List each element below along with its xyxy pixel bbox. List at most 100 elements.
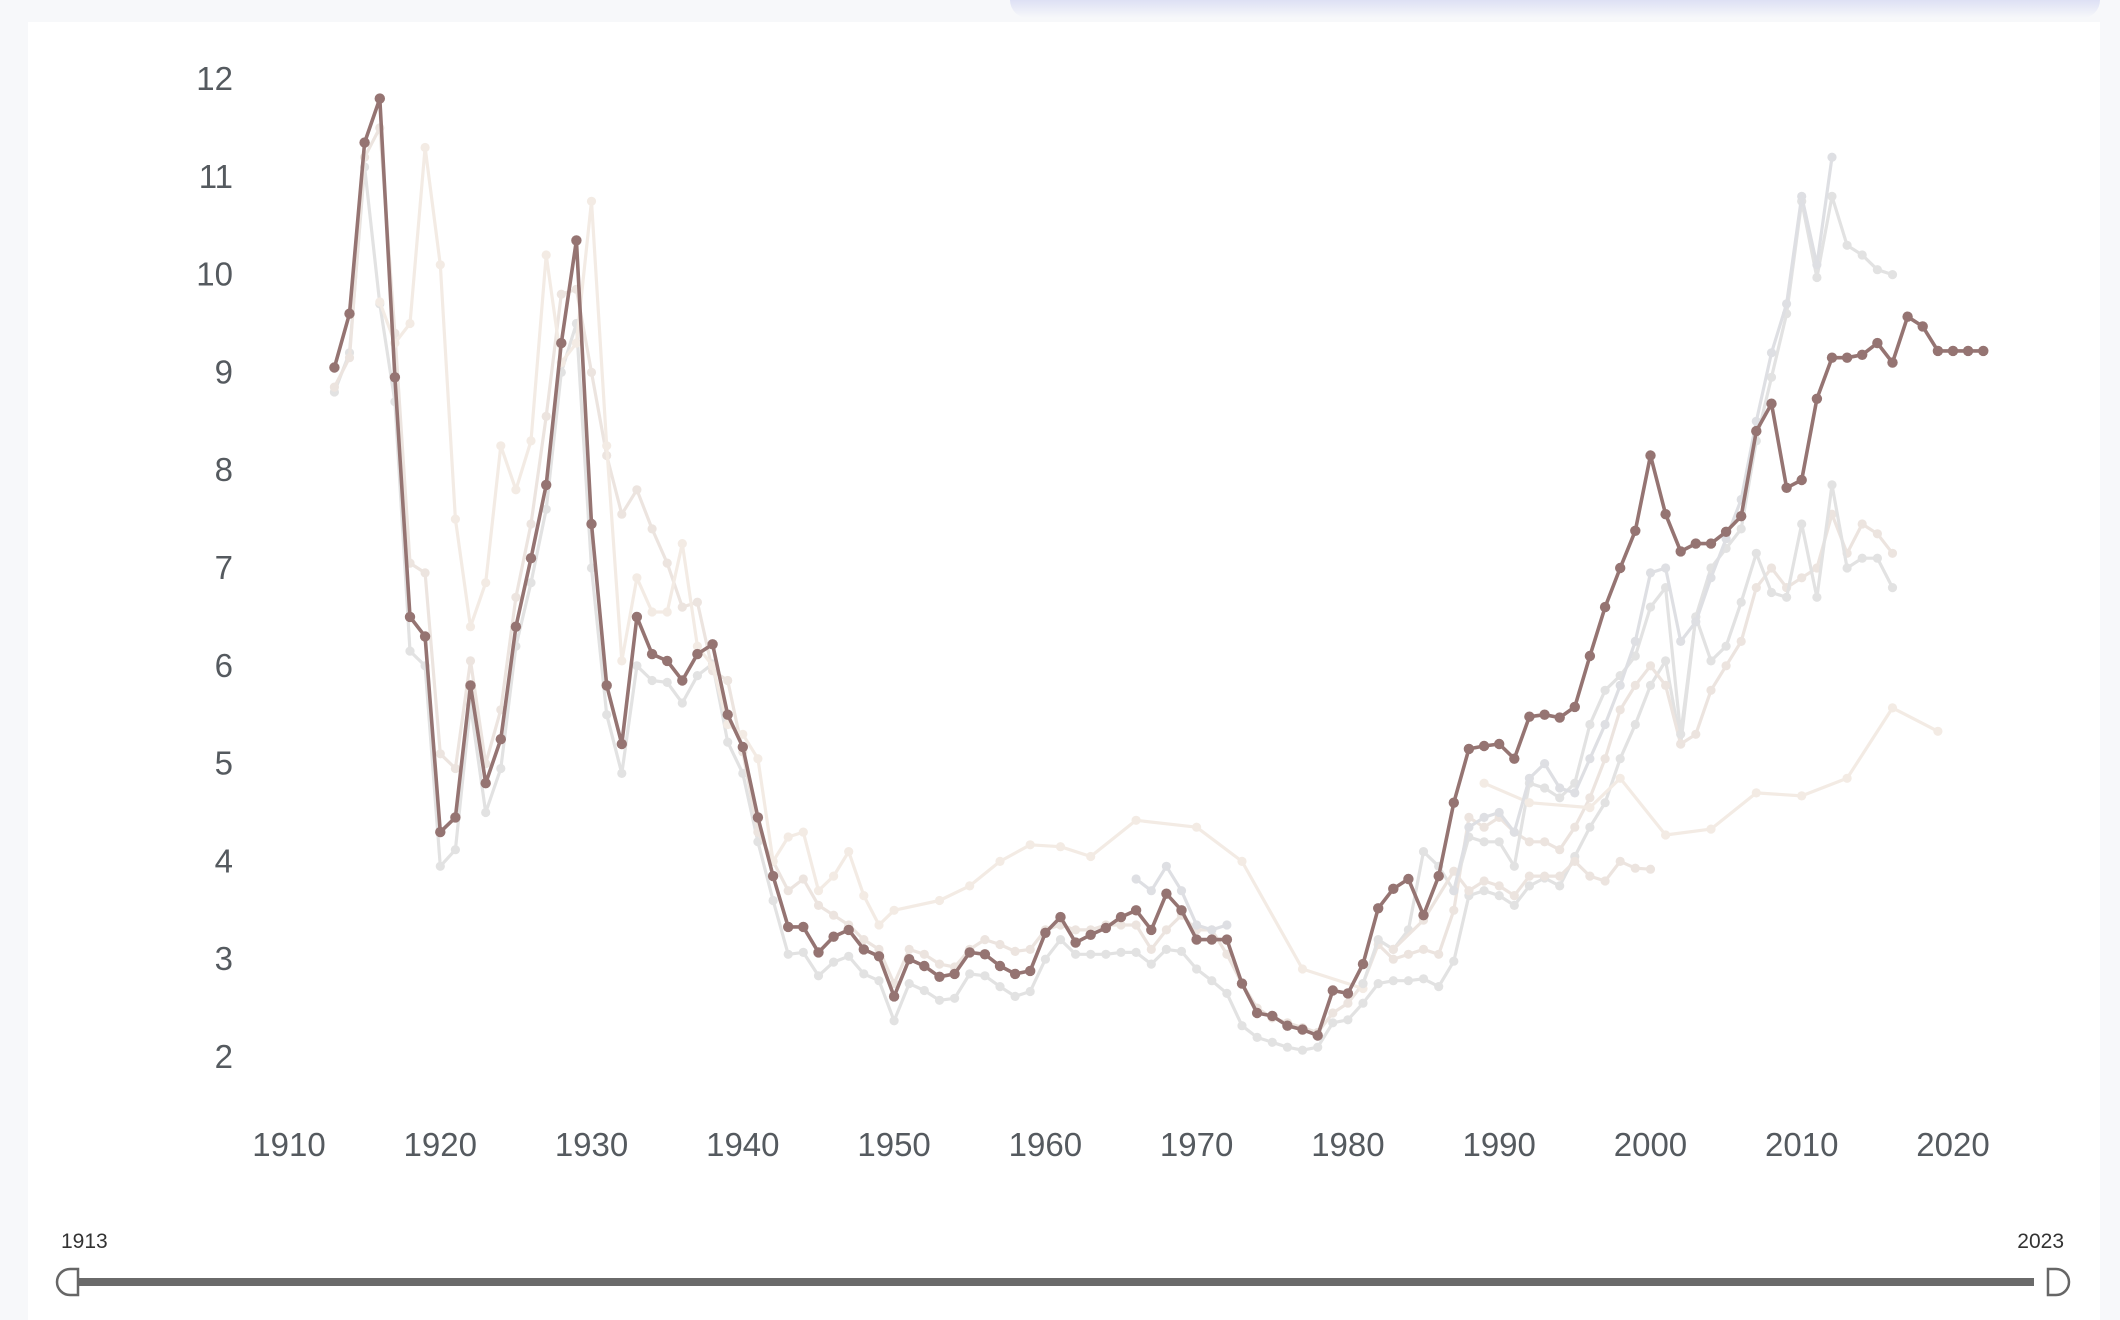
data-point[interactable] <box>1070 937 1081 948</box>
data-point[interactable] <box>798 921 809 933</box>
data-point[interactable] <box>1524 711 1535 722</box>
data-point[interactable] <box>858 944 869 955</box>
data-point[interactable] <box>1236 978 1248 989</box>
data-point[interactable] <box>1720 526 1732 537</box>
data-point[interactable] <box>480 778 491 789</box>
data-point[interactable] <box>525 553 537 564</box>
data-point[interactable] <box>1221 934 1233 945</box>
data-point[interactable] <box>435 826 446 838</box>
data-point[interactable] <box>1009 968 1021 980</box>
range-end-handle[interactable] <box>2046 1267 2071 1297</box>
data-point[interactable] <box>964 947 975 958</box>
data-point[interactable] <box>1251 1007 1263 1019</box>
data-point[interactable] <box>1902 311 1913 322</box>
data-point[interactable] <box>1645 450 1656 461</box>
data-point[interactable] <box>1146 924 1157 936</box>
data-point[interactable] <box>1418 910 1429 921</box>
data-point[interactable] <box>1509 753 1520 764</box>
highlighted-series[interactable] <box>329 93 1989 1041</box>
data-point[interactable] <box>888 991 900 1002</box>
data-point[interactable] <box>677 675 688 686</box>
data-point[interactable] <box>934 971 945 982</box>
data-point[interactable] <box>1887 357 1898 368</box>
data-point[interactable] <box>662 655 673 667</box>
data-point[interactable] <box>1176 905 1187 916</box>
data-point[interactable] <box>1841 352 1853 363</box>
data-point[interactable] <box>692 648 703 660</box>
data-point[interactable] <box>752 812 764 823</box>
data-point[interactable] <box>1630 525 1641 536</box>
data-point[interactable] <box>1660 509 1671 520</box>
data-point[interactable] <box>374 93 385 104</box>
data-point[interactable] <box>1403 873 1414 885</box>
data-point[interactable] <box>994 960 1006 972</box>
data-point[interactable] <box>828 931 839 942</box>
data-point[interactable] <box>783 921 794 933</box>
data-point[interactable] <box>1978 345 1989 357</box>
data-point[interactable] <box>1569 701 1581 713</box>
data-point[interactable] <box>465 680 476 691</box>
data-point[interactable] <box>1766 398 1777 409</box>
data-point[interactable] <box>419 631 431 642</box>
data-point[interactable] <box>404 611 416 623</box>
data-point[interactable] <box>1962 345 1974 357</box>
data-point[interactable] <box>1947 345 1959 357</box>
data-point[interactable] <box>1100 922 1112 934</box>
data-point[interactable] <box>450 812 461 823</box>
data-point[interactable] <box>1115 911 1127 923</box>
data-point[interactable] <box>495 734 506 745</box>
data-point[interactable] <box>1494 738 1505 750</box>
data-point[interactable] <box>1055 911 1066 923</box>
data-point[interactable] <box>904 954 915 965</box>
data-point[interactable] <box>1191 934 1202 945</box>
data-point[interactable] <box>1690 538 1702 549</box>
data-point[interactable] <box>389 372 401 383</box>
data-point[interactable] <box>1085 929 1096 940</box>
data-point[interactable] <box>1463 743 1475 755</box>
data-point[interactable] <box>1478 740 1490 752</box>
data-point[interactable] <box>1751 425 1762 437</box>
data-point[interactable] <box>1932 345 1944 357</box>
data-point[interactable] <box>541 479 552 491</box>
data-point[interactable] <box>1448 797 1460 808</box>
data-point[interactable] <box>1025 965 1036 977</box>
data-point[interactable] <box>813 947 824 958</box>
data-point[interactable] <box>979 949 991 960</box>
year-range-slider[interactable]: 1913 2023 <box>55 1230 2071 1297</box>
data-point[interactable] <box>1615 562 1626 574</box>
data-point[interactable] <box>601 680 612 691</box>
data-point[interactable] <box>737 741 748 753</box>
data-point[interactable] <box>510 621 522 632</box>
data-point[interactable] <box>329 362 340 373</box>
data-point[interactable] <box>1781 482 1792 493</box>
data-point[interactable] <box>1357 958 1369 970</box>
data-point[interactable] <box>1433 870 1444 882</box>
data-point[interactable] <box>1872 337 1883 349</box>
highlighted-series-group[interactable] <box>329 93 1989 1041</box>
data-point[interactable] <box>1267 1010 1278 1022</box>
data-point[interactable] <box>616 738 627 750</box>
data-point[interactable] <box>1705 538 1717 549</box>
data-point[interactable] <box>722 709 733 720</box>
range-start-handle[interactable] <box>55 1267 80 1297</box>
data-point[interactable] <box>1373 903 1384 914</box>
data-point[interactable] <box>1736 511 1747 522</box>
data-point[interactable] <box>631 611 643 623</box>
data-point[interactable] <box>1040 927 1051 938</box>
data-point[interactable] <box>949 968 960 980</box>
data-point[interactable] <box>1282 1020 1293 1031</box>
data-point[interactable] <box>359 137 370 148</box>
data-point[interactable] <box>1917 321 1928 332</box>
data-point[interactable] <box>1539 709 1550 720</box>
data-point[interactable] <box>1796 474 1807 486</box>
data-point[interactable] <box>919 960 930 972</box>
data-point[interactable] <box>646 648 658 660</box>
data-point[interactable] <box>1388 883 1399 894</box>
data-point[interactable] <box>1599 601 1611 613</box>
data-point[interactable] <box>1554 712 1565 723</box>
data-point[interactable] <box>1206 934 1218 945</box>
data-point[interactable] <box>707 639 718 650</box>
data-point[interactable] <box>586 518 597 530</box>
data-point[interactable] <box>556 337 567 349</box>
data-point[interactable] <box>1342 988 1354 999</box>
